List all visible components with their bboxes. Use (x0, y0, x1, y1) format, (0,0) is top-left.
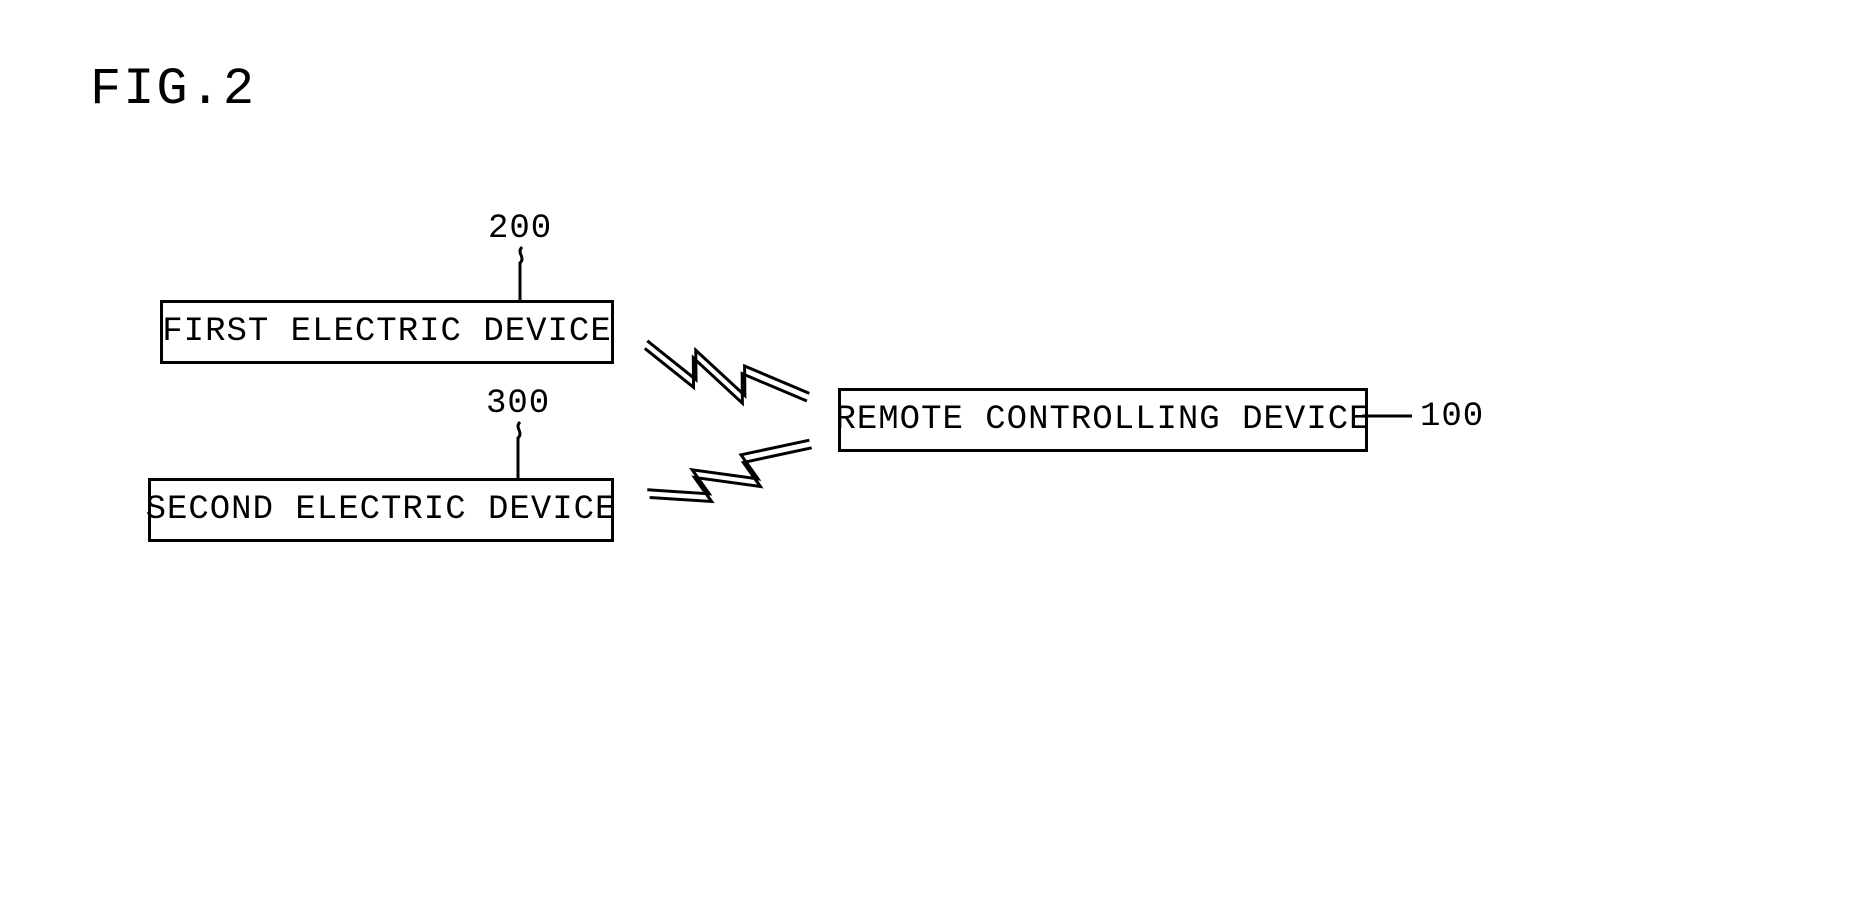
wireless-icon (645, 341, 810, 403)
first-device-box: FIRST ELECTRIC DEVICE (160, 300, 614, 364)
figure-title: FIG.2 (90, 60, 256, 119)
first-device-ref: 200 (488, 210, 552, 248)
remote-device-box: REMOTE CONTROLLING DEVICE (838, 388, 1368, 452)
second-device-ref: 300 (486, 385, 550, 423)
remote-device-label: REMOTE CONTROLLING DEVICE (835, 401, 1370, 439)
second-device-label: SECOND ELECTRIC DEVICE (146, 491, 617, 529)
diagram-canvas: FIG.2 FIRST ELECTRIC DEVICE 200 SECOND E… (0, 0, 1854, 905)
first-device-label: FIRST ELECTRIC DEVICE (162, 313, 611, 351)
leader-first (520, 247, 522, 300)
remote-device-ref: 100 (1420, 398, 1484, 436)
second-device-box: SECOND ELECTRIC DEVICE (148, 478, 614, 542)
leader-second (518, 422, 520, 478)
overlay-svg (0, 0, 1854, 905)
wireless-icon (647, 440, 811, 501)
